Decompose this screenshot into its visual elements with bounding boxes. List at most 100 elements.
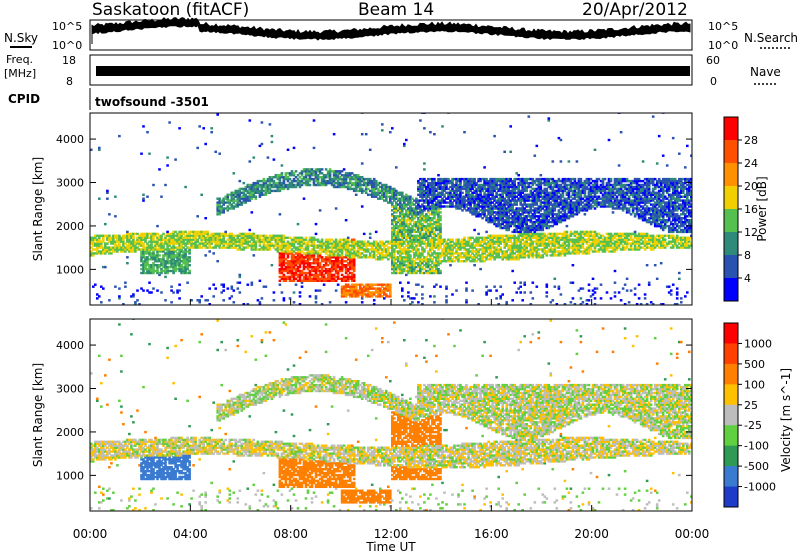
- heatmap-cell: [314, 172, 318, 175]
- heatmap-cell: [437, 256, 440, 259]
- heatmap-cell: [429, 177, 432, 181]
- heatmap-cell: [314, 269, 318, 273]
- heatmap-cell: [487, 240, 490, 243]
- heatmap-cell: [222, 201, 225, 204]
- heatmap-cell: [334, 254, 338, 257]
- heatmap-cell: [158, 244, 161, 247]
- heatmap-cell: [234, 203, 238, 206]
- heatmap-cell: [519, 195, 522, 198]
- heatmap-cell: [421, 265, 424, 269]
- heatmap-cell: [389, 187, 392, 191]
- heatmap-cell: [238, 248, 242, 251]
- heatmap-cell: [298, 181, 302, 185]
- heatmap-cell: [176, 289, 179, 292]
- heatmap-cell: [102, 287, 105, 290]
- heatmap-cell: [417, 230, 420, 234]
- heatmap-cell: [435, 201, 438, 204]
- heatmap-cell: [427, 177, 430, 181]
- heatmap-cell: [399, 265, 402, 269]
- heatmap-cell: [344, 271, 348, 275]
- heatmap-cell: [290, 262, 294, 265]
- heatmap-cell: [306, 168, 310, 171]
- heatmap-cell: [497, 236, 500, 239]
- heatmap-cell: [433, 205, 436, 208]
- heatmap-cell: [178, 252, 181, 255]
- heatmap-cell: [419, 242, 422, 245]
- heatmap-cell: [503, 187, 506, 191]
- heatmap-cell: [166, 256, 169, 259]
- heatmap-cell: [483, 201, 486, 204]
- heatmap-cell: [391, 238, 394, 241]
- heatmap-cell: [405, 238, 408, 241]
- heatmap-cell: [156, 248, 159, 251]
- heatmap-cell: [286, 244, 290, 247]
- nsearch-label: N.Search: [744, 31, 798, 45]
- heatmap-cell: [379, 287, 382, 290]
- heatmap-cell: [487, 179, 490, 183]
- heatmap-cell: [240, 195, 244, 198]
- heatmap-cell: [272, 185, 276, 189]
- heatmap-cell: [459, 244, 462, 247]
- heatmap-cell: [485, 209, 488, 212]
- heatmap-cell: [457, 197, 460, 200]
- heatmap-cell: [467, 256, 470, 259]
- heatmap-cell: [126, 238, 129, 241]
- heatmap-cell: [220, 209, 223, 212]
- heatmap-cell: [264, 181, 268, 185]
- heatmap-cell: [182, 230, 185, 234]
- heatmap-cell: [362, 289, 366, 292]
- heatmap-cell: [423, 162, 426, 165]
- heatmap-cell: [372, 283, 376, 286]
- heatmap-cell: [208, 250, 211, 253]
- heatmap-cell: [274, 236, 278, 239]
- heatmap-cell: [411, 228, 414, 232]
- heatmap-cell: [513, 195, 516, 198]
- heatmap-cell: [342, 240, 346, 243]
- heatmap-cell: [517, 177, 520, 181]
- heatmap-cell: [186, 256, 189, 259]
- heatmap-cell: [174, 256, 177, 259]
- heatmap-cell: [433, 183, 436, 187]
- heatmap-cell: [336, 174, 340, 177]
- heatmap-cell: [387, 201, 390, 204]
- heatmap-cell: [350, 283, 354, 286]
- heatmap-cell: [525, 244, 528, 247]
- heatmap-cell: [383, 242, 386, 245]
- heatmap-cell: [431, 191, 434, 194]
- heatmap-cell: [310, 240, 314, 243]
- heatmap-cell: [176, 264, 179, 267]
- heatmap-cell: [499, 181, 502, 185]
- heatmap-cell: [503, 150, 506, 153]
- heatmap-cell: [250, 242, 254, 245]
- heatmap-cell: [387, 246, 390, 249]
- heatmap-cell: [292, 179, 296, 183]
- heatmap-cell: [481, 260, 484, 263]
- heatmap-cell: [212, 236, 215, 239]
- heatmap-cell: [96, 244, 99, 247]
- heatmap-cell: [519, 232, 522, 236]
- heatmap-cell: [332, 183, 336, 187]
- heatmap-cell: [286, 271, 290, 275]
- heatmap-cell: [276, 177, 280, 181]
- heatmap-cell: [421, 215, 424, 218]
- heatmap-cell: [134, 301, 137, 304]
- heatmap-cell: [346, 262, 350, 265]
- heatmap-cell: [495, 211, 498, 214]
- heatmap-cell: [366, 240, 370, 243]
- heatmap-cell: [164, 254, 167, 257]
- heatmap-cell: [457, 254, 460, 257]
- heatmap-cell: [214, 240, 217, 243]
- heatmap-cell: [431, 271, 434, 275]
- heatmap-cell: [192, 234, 195, 237]
- heatmap-cell: [423, 177, 426, 181]
- heatmap-cell: [471, 179, 474, 183]
- heatmap-cell: [370, 248, 374, 251]
- heatmap-cell: [126, 248, 129, 251]
- heatmap-cell: [437, 211, 440, 214]
- heatmap-cell: [172, 234, 175, 237]
- heatmap-cell: [340, 254, 344, 257]
- heatmap-cell: [310, 238, 314, 241]
- heatmap-cell: [306, 174, 310, 177]
- heatmap-cell: [186, 234, 189, 237]
- heatmap-cell: [435, 256, 438, 259]
